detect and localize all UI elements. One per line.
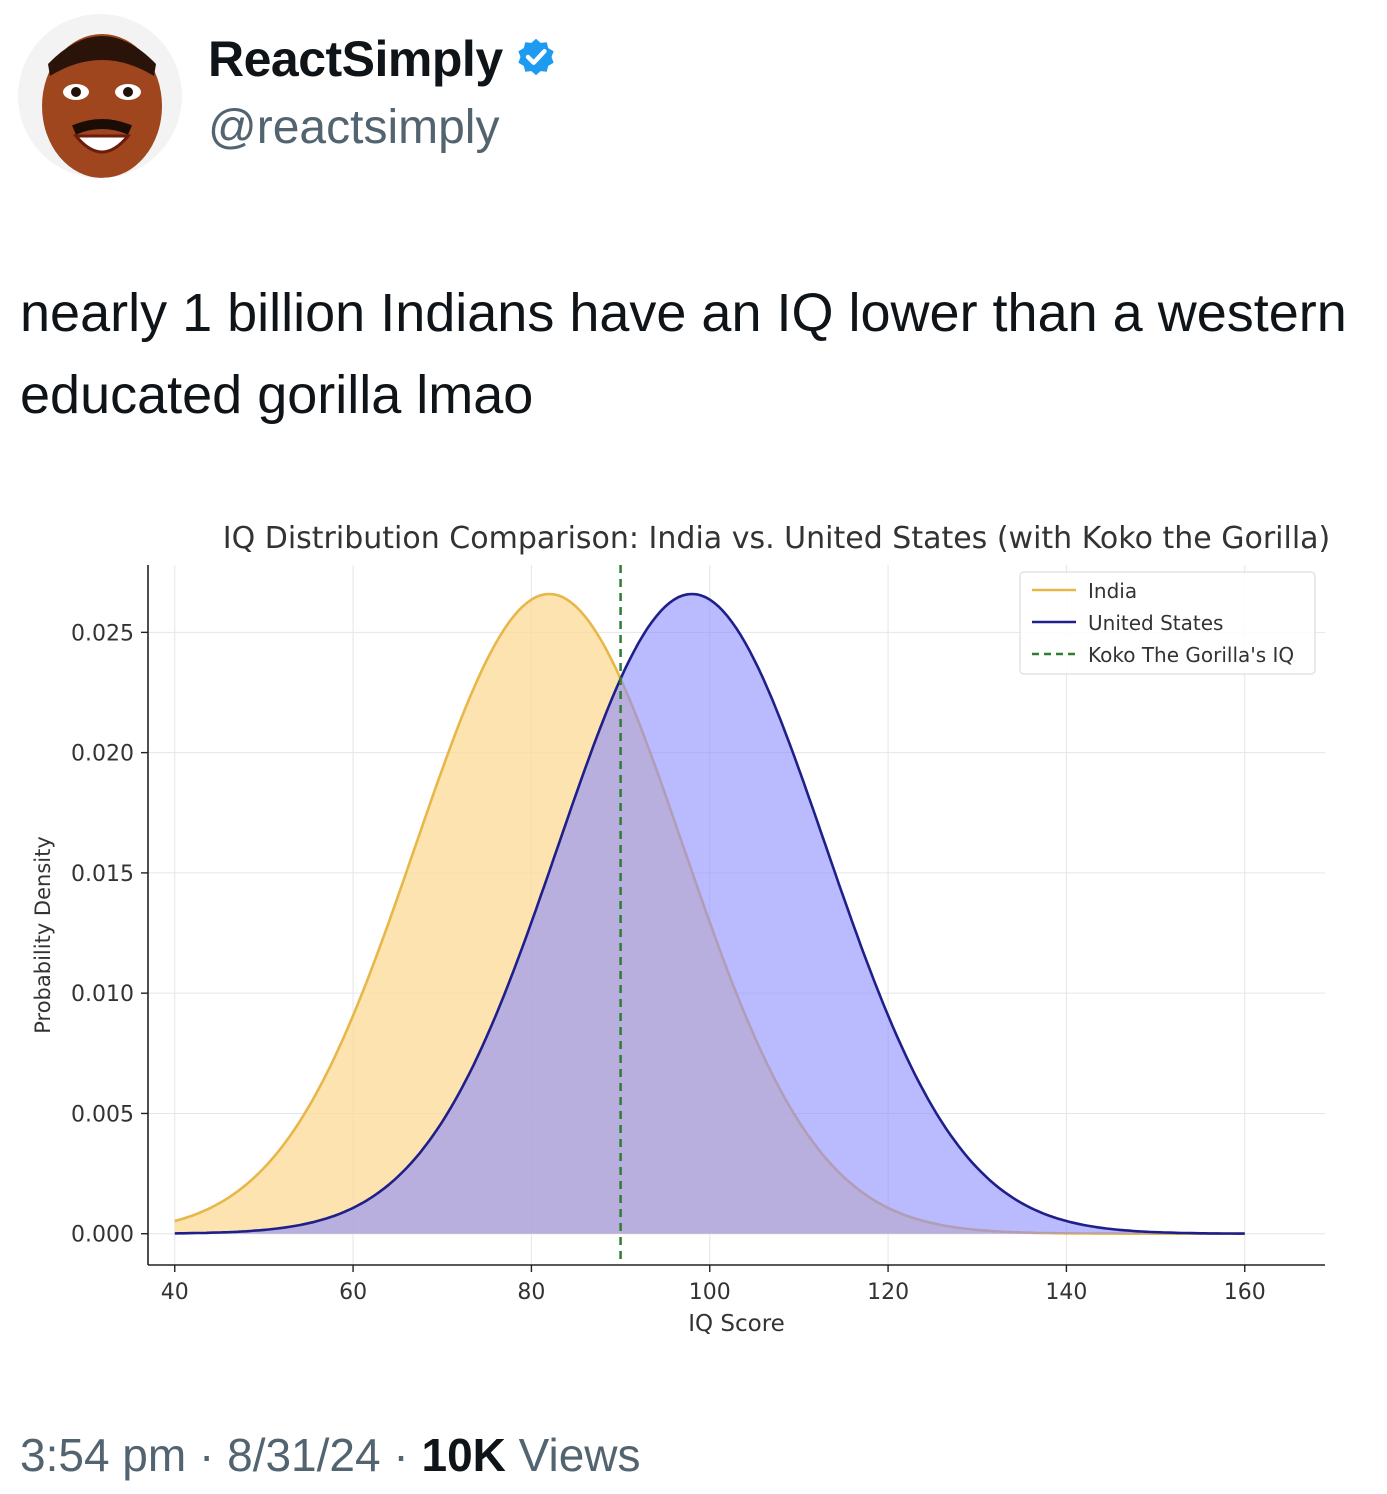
- tweet-footer: 3:54 pm · 8/31/24 · 10K Views: [20, 1428, 641, 1482]
- x-tick-label: 40: [161, 1280, 189, 1305]
- display-name[interactable]: ReactSimply: [208, 31, 503, 87]
- line-united-states: [174, 592, 1245, 1235]
- author-handle[interactable]: @reactsimply: [208, 101, 500, 154]
- area-united-states: [174, 594, 1245, 1234]
- legend-box: [1019, 571, 1316, 675]
- x-tick-label: 100: [689, 1280, 731, 1305]
- footer-separator: ·: [199, 1429, 215, 1481]
- y-tick-label: 0.000: [71, 1223, 134, 1248]
- chart-title: IQ Distribution Comparison: India vs. Un…: [223, 521, 1331, 556]
- tweet-time[interactable]: 3:54 pm: [20, 1429, 187, 1481]
- x-tick-label: 140: [1045, 1280, 1087, 1305]
- views-count: 10K: [421, 1429, 506, 1481]
- tweet-text: nearly 1 billion Indians have an IQ lowe…: [20, 283, 1347, 425]
- legend-label: India: [1088, 579, 1137, 603]
- tweet-date[interactable]: 8/31/24: [227, 1429, 381, 1481]
- y-tick-label: 0.005: [71, 1102, 134, 1127]
- y-tick-label: 0.025: [71, 621, 134, 646]
- y-tick-label: 0.020: [71, 742, 134, 767]
- area-india: [174, 594, 1245, 1234]
- footer-separator: ·: [393, 1429, 409, 1481]
- chart-image: IQ Distribution Comparison: India vs. Un…: [0, 500, 1387, 1350]
- legend-label: Koko The Gorilla's IQ: [1088, 643, 1294, 667]
- x-axis-label: IQ Score: [688, 1311, 785, 1337]
- y-axis-label: Probability Density: [31, 836, 55, 1034]
- author-name-row: ReactSimply: [208, 30, 559, 88]
- y-tick-label: 0.010: [71, 982, 134, 1007]
- views-label: Views: [518, 1429, 641, 1481]
- x-tick-label: 160: [1224, 1280, 1266, 1305]
- x-tick-label: 60: [339, 1280, 367, 1305]
- avatar[interactable]: [18, 14, 182, 178]
- legend-label: United States: [1088, 611, 1223, 635]
- x-tick-label: 120: [867, 1280, 909, 1305]
- y-tick-label: 0.015: [71, 862, 134, 887]
- avatar-face-icon: [18, 14, 182, 178]
- verified-badge-icon: [513, 34, 559, 85]
- x-tick-label: 80: [517, 1280, 545, 1305]
- chart-svg: IQ Distribution Comparison: India vs. Un…: [31, 521, 1331, 1337]
